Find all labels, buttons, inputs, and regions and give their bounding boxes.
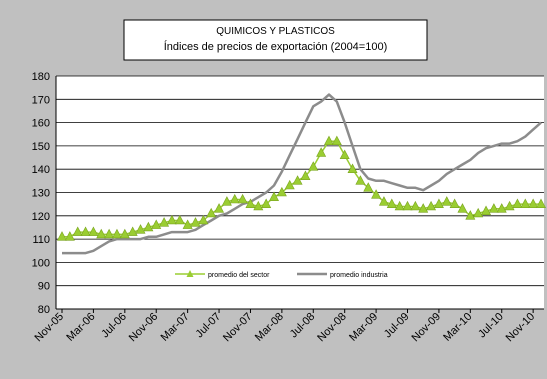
x-tick-label: Mar-10 [441, 311, 474, 344]
data-point-promedio-del-sector [119, 228, 130, 239]
data-point-promedio-del-sector [276, 186, 287, 197]
x-tick-label: Mar-07 [159, 311, 192, 344]
x-tick-label: Nov-08 [315, 311, 349, 345]
y-tick-label: 160 [32, 118, 50, 130]
data-point-promedio-del-sector [473, 207, 484, 218]
data-point-promedio-del-sector [292, 175, 303, 185]
data-point-promedio-del-sector [465, 210, 476, 220]
data-point-promedio-del-sector [481, 205, 492, 215]
x-tick-label: Mar-06 [64, 311, 97, 344]
data-point-promedio-del-sector [182, 219, 193, 229]
x-tick-label: Mar-09 [347, 311, 380, 344]
x-tick-label: Nov-07 [221, 311, 255, 345]
data-point-promedio-del-sector [104, 228, 115, 239]
x-tick-label: Jul-10 [476, 311, 506, 341]
data-point-promedio-del-sector [323, 135, 334, 146]
data-point-promedio-del-sector [159, 217, 170, 227]
data-point-promedio-del-sector [127, 226, 138, 236]
data-point-promedio-del-sector [96, 228, 107, 239]
data-point-promedio-del-sector [316, 147, 327, 157]
y-tick-label: 140 [32, 164, 50, 176]
x-tick-label: Nov-10 [504, 311, 538, 345]
chart-subtitle: Índices de precios de exportación (2004=… [164, 40, 388, 53]
data-point-promedio-del-sector [135, 224, 146, 234]
data-point-promedio-del-sector [190, 217, 201, 227]
data-point-promedio-del-sector [363, 182, 374, 192]
data-point-promedio-del-sector [214, 203, 225, 213]
data-point-promedio-del-sector [284, 179, 295, 190]
data-point-promedio-del-sector [174, 214, 185, 225]
data-point-promedio-del-sector [441, 196, 452, 206]
data-point-promedio-del-sector [198, 214, 209, 225]
y-tick-label: 170 [32, 94, 50, 106]
data-point-promedio-del-sector [253, 200, 264, 211]
legend-label-promedio-industria: promedio industria [330, 272, 388, 279]
x-tick-label: Nov-09 [409, 311, 443, 345]
y-tick-label: 110 [32, 234, 50, 246]
data-point-promedio-del-sector [449, 198, 460, 208]
y-tick-label: 90 [38, 281, 50, 293]
data-point-promedio-del-sector [339, 149, 350, 160]
y-tick-label: 80 [38, 304, 50, 316]
data-point-promedio-del-sector [433, 198, 444, 208]
series-line-promedio-industria [62, 93, 542, 255]
y-tick-label: 150 [32, 141, 50, 153]
data-point-promedio-del-sector [488, 203, 499, 213]
data-point-promedio-del-sector [528, 198, 539, 208]
data-point-promedio-del-sector [57, 231, 67, 241]
data-point-promedio-del-sector [536, 198, 546, 208]
data-point-promedio-del-sector [64, 231, 75, 241]
data-point-promedio-del-sector [300, 170, 311, 180]
data-point-promedio-del-sector [402, 200, 413, 211]
data-point-promedio-del-sector [355, 175, 366, 185]
data-point-promedio-del-sector [229, 193, 240, 204]
data-point-promedio-del-sector [237, 193, 248, 204]
data-point-promedio-del-sector [520, 198, 531, 208]
data-point-promedio-del-sector [80, 226, 91, 236]
data-point-promedio-del-sector [151, 219, 162, 229]
title-box [123, 19, 428, 61]
data-point-promedio-del-sector [426, 200, 437, 211]
legend-label-promedio-del-sector: promedio del sector [208, 272, 270, 279]
data-point-promedio-del-sector [371, 189, 382, 199]
x-tick-label: Jul-06 [99, 311, 129, 341]
x-tick-label: Nov-06 [127, 311, 161, 345]
data-point-promedio-del-sector [386, 198, 397, 208]
data-point-promedio-del-sector [308, 161, 319, 171]
data-point-promedio-del-sector [418, 203, 429, 213]
data-point-promedio-del-sector [457, 203, 468, 213]
data-point-promedio-del-sector [378, 196, 389, 206]
data-point-promedio-del-sector [166, 214, 177, 225]
data-point-promedio-del-sector [504, 200, 515, 211]
data-point-promedio-del-sector [496, 203, 507, 213]
x-tick-label: Jul-08 [288, 311, 318, 341]
data-point-promedio-del-sector [261, 198, 272, 208]
x-tick-label: Jul-07 [193, 311, 223, 341]
y-tick-label: 180 [32, 71, 50, 83]
data-point-promedio-del-sector [331, 135, 342, 146]
data-point-promedio-del-sector [72, 226, 83, 236]
data-point-promedio-del-sector [410, 200, 421, 211]
data-point-promedio-del-sector [206, 207, 217, 218]
data-point-promedio-del-sector [347, 163, 358, 173]
data-point-promedio-del-sector [111, 228, 122, 239]
data-point-promedio-del-sector [394, 200, 405, 211]
data-point-promedio-del-sector [269, 191, 280, 201]
chart-title: QUIMICOS Y PLASTICOS [216, 26, 335, 37]
y-tick-label: 130 [32, 188, 50, 200]
x-tick-label: Mar-08 [253, 311, 286, 344]
x-tick-label: Jul-09 [382, 311, 412, 341]
legend-marker-promedio-del-sector [186, 270, 194, 277]
y-tick-label: 120 [32, 211, 50, 223]
data-point-promedio-del-sector [143, 221, 154, 232]
data-point-promedio-del-sector [88, 226, 99, 236]
data-point-promedio-del-sector [245, 198, 256, 208]
data-point-promedio-del-sector [221, 196, 232, 206]
data-point-promedio-del-sector [512, 198, 523, 208]
y-tick-label: 100 [32, 257, 50, 269]
